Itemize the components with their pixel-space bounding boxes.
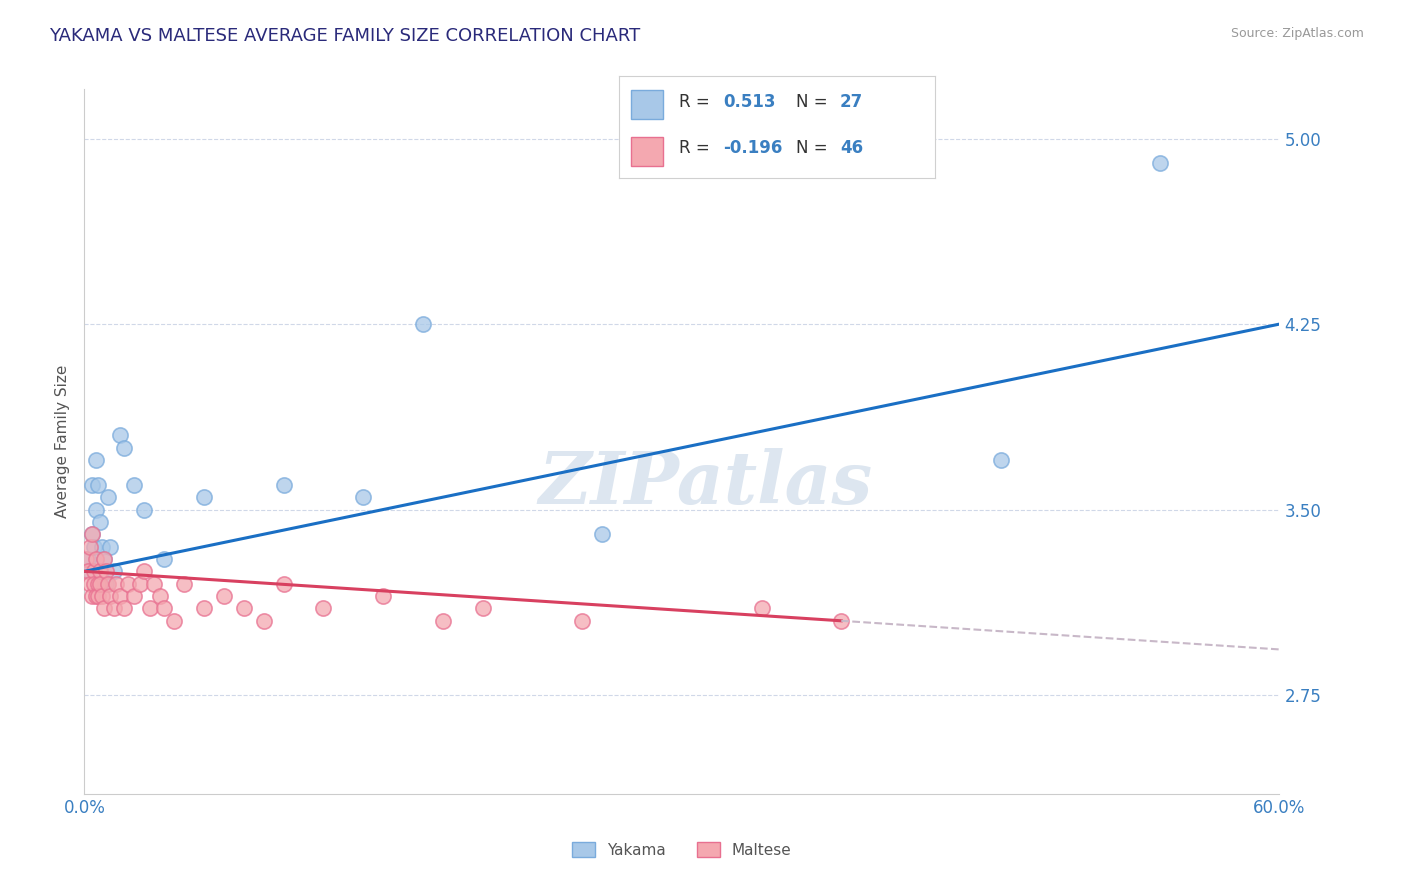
Point [89,565,111,579]
Point [751,601,773,615]
Point [77,565,100,579]
Point [86,453,108,467]
Point [93,601,115,615]
Point [83,565,105,579]
Point [117,576,139,591]
Text: Source: ZipAtlas.com: Source: ZipAtlas.com [1230,27,1364,40]
Point [110,428,132,442]
Text: N =: N = [796,94,832,112]
Point [471,601,494,615]
Point [91,540,114,554]
Point [990,453,1012,467]
Point [89,515,111,529]
Y-axis label: Average Family Size: Average Family Size [55,365,70,518]
Point [86,552,108,566]
Point [83,540,105,554]
Point [97,490,120,504]
Point [77,552,100,566]
Bar [631,137,664,166]
Point [173,576,195,591]
Text: 27: 27 [841,94,863,112]
Point [89,576,111,591]
Point [86,589,108,603]
Point [79,540,101,554]
Point [82,478,104,492]
Point [143,576,166,591]
Point [96,576,118,591]
Point [830,614,852,628]
Text: R =: R = [679,138,714,157]
Point [232,601,254,615]
Point [432,614,454,628]
Point [87,589,110,603]
Point [86,502,108,516]
Point [193,601,215,615]
Text: -0.196: -0.196 [723,138,782,157]
Point [253,614,276,628]
Point [373,589,395,603]
Point [352,490,374,504]
Point [103,601,125,615]
Point [312,601,335,615]
Point [82,589,104,603]
Point [273,576,295,591]
Point [98,589,121,603]
Point [132,565,156,579]
Point [103,565,125,579]
Point [122,589,145,603]
Text: 46: 46 [841,138,863,157]
Text: 0.513: 0.513 [723,94,776,112]
Point [75,552,97,566]
Point [571,614,593,628]
Point [82,527,104,541]
Point [212,589,235,603]
Point [79,565,101,579]
Bar [631,90,664,119]
Text: YAKAMA VS MALTESE AVERAGE FAMILY SIZE CORRELATION CHART: YAKAMA VS MALTESE AVERAGE FAMILY SIZE CO… [49,27,641,45]
Point [132,502,156,516]
Point [82,527,104,541]
Text: N =: N = [796,138,832,157]
Point [153,601,176,615]
Point [87,576,110,591]
Point [112,601,135,615]
Point [591,527,613,541]
Point [273,478,295,492]
Point [91,589,114,603]
Point [129,576,152,591]
Point [93,552,115,566]
Point [83,576,105,591]
Point [87,478,110,492]
Point [193,490,215,504]
Point [1149,156,1171,170]
Point [139,601,162,615]
Legend: Yakama, Maltese: Yakama, Maltese [567,836,797,863]
Point [79,576,101,591]
Point [105,576,128,591]
Point [122,478,145,492]
Point [93,552,115,566]
Point [110,589,132,603]
Point [149,589,172,603]
Point [98,540,121,554]
Point [412,317,434,331]
Point [163,614,186,628]
Point [96,565,118,579]
Point [153,552,176,566]
Point [97,576,120,591]
Text: R =: R = [679,94,714,112]
Point [112,441,135,455]
Text: ZIPatlas: ZIPatlas [538,449,873,519]
